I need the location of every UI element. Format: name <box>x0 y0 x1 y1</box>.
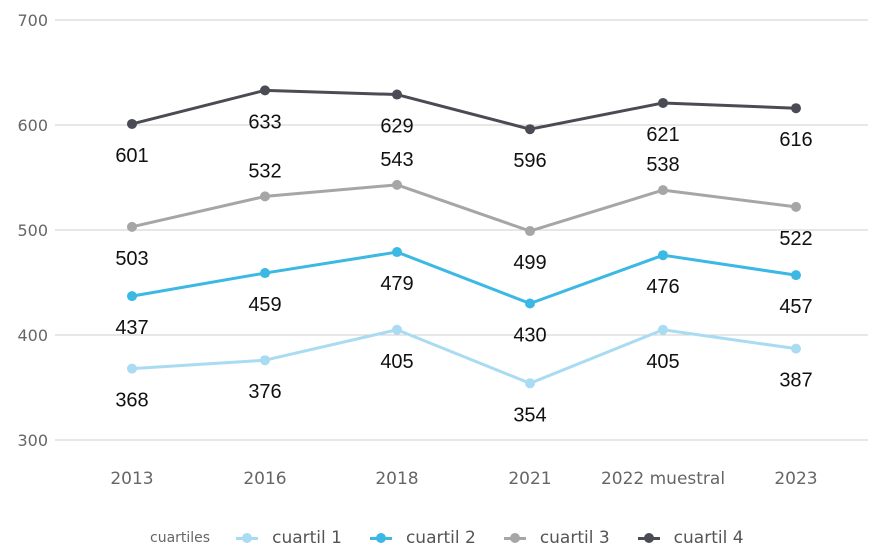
legend: cuartiles cuartil 1 cuartil 2 cuartil 3 cua… <box>150 528 772 548</box>
data-point-cuartil-4-0 <box>127 118 137 129</box>
data-point-cuartil-3-1 <box>260 191 270 202</box>
data-label-cuartil-4-2: 629 <box>380 116 413 138</box>
y-tick-label-500: 500 <box>17 221 48 240</box>
x-tick-label-0: 2013 <box>110 469 153 489</box>
legend-label: cuartil 1 <box>272 528 342 548</box>
data-label-cuartil-3-1: 532 <box>248 160 281 182</box>
data-label-cuartil-4-0: 601 <box>115 145 148 167</box>
data-point-cuartil-2-1 <box>260 268 270 279</box>
data-label-cuartil-2-4: 476 <box>646 276 679 298</box>
data-point-cuartil-2-4 <box>658 250 668 261</box>
data-label-cuartil-1-0: 368 <box>115 390 148 412</box>
data-point-cuartil-1-4 <box>658 324 668 335</box>
data-point-cuartil-1-0 <box>127 363 137 374</box>
data-point-cuartil-2-3 <box>525 298 535 309</box>
data-label-cuartil-4-4: 621 <box>646 124 679 146</box>
series-line-cuartil-1 <box>131 328 797 385</box>
data-label-cuartil-3-2: 543 <box>380 149 413 171</box>
legend-item-cuartil-1: cuartil 1 <box>236 528 342 548</box>
legend-marker-icon <box>236 532 259 544</box>
legend-item-cuartil-3: cuartil 3 <box>503 528 610 548</box>
data-point-cuartil-1-1 <box>260 355 270 366</box>
data-label-cuartil-3-0: 503 <box>115 248 148 270</box>
y-tick-label-300: 300 <box>17 431 48 450</box>
y-tick-label-700: 700 <box>17 11 48 30</box>
series-line-cuartil-4 <box>131 88 797 131</box>
legend-marker-icon <box>369 532 392 544</box>
data-point-cuartil-4-3 <box>525 124 535 135</box>
data-label-cuartil-2-3: 430 <box>513 325 546 347</box>
data-label-cuartil-3-4: 538 <box>646 154 679 176</box>
data-label-cuartil-1-4: 405 <box>646 351 679 373</box>
data-point-cuartil-3-2 <box>392 179 402 190</box>
data-point-cuartil-3-0 <box>127 221 137 232</box>
data-point-cuartil-3-4 <box>658 185 668 196</box>
data-label-cuartil-4-3: 596 <box>513 150 546 172</box>
series-line-cuartil-2 <box>131 250 797 305</box>
data-label-cuartil-4-5: 616 <box>779 129 812 151</box>
data-point-cuartil-2-5 <box>791 270 801 281</box>
data-label-cuartil-2-5: 457 <box>779 296 812 318</box>
data-point-cuartil-1-3 <box>525 378 535 389</box>
y-tick-label-400: 400 <box>17 326 48 345</box>
data-point-cuartil-3-3 <box>525 226 535 237</box>
x-tick-label-1: 2016 <box>243 469 286 489</box>
data-point-cuartil-4-5 <box>791 103 801 114</box>
data-point-cuartil-2-0 <box>127 291 137 302</box>
x-tick-label-2: 2018 <box>375 469 418 489</box>
y-tick-label-600: 600 <box>17 116 48 135</box>
data-label-cuartil-1-5: 387 <box>779 370 812 392</box>
data-label-cuartil-1-3: 354 <box>513 404 546 426</box>
data-label-cuartil-2-1: 459 <box>248 294 281 316</box>
x-tick-label-4: 2022 muestral <box>601 469 725 489</box>
data-point-cuartil-4-4 <box>658 97 668 108</box>
data-label-cuartil-2-2: 479 <box>380 273 413 295</box>
legend-label: cuartil 2 <box>405 528 476 548</box>
legend-item-cuartil-4: cuartil 4 <box>637 528 744 548</box>
legend-item-cuartil-2: cuartil 2 <box>369 528 476 548</box>
data-point-cuartil-4-2 <box>392 89 402 100</box>
data-point-cuartil-3-5 <box>791 201 801 212</box>
legend-marker-icon <box>637 532 660 544</box>
data-label-cuartil-3-3: 499 <box>513 252 546 274</box>
series-line-cuartil-3 <box>131 183 797 233</box>
data-point-cuartil-2-2 <box>392 247 402 258</box>
x-tick-label-5: 2023 <box>774 469 817 489</box>
legend-title: cuartiles <box>150 530 211 546</box>
data-point-cuartil-4-1 <box>260 85 270 96</box>
data-point-cuartil-1-2 <box>392 324 402 335</box>
data-label-cuartil-1-1: 376 <box>248 381 281 403</box>
data-label-cuartil-4-1: 633 <box>248 111 281 133</box>
data-label-cuartil-3-5: 522 <box>779 228 812 250</box>
legend-label: cuartil 4 <box>673 528 744 548</box>
data-label-cuartil-2-0: 437 <box>115 317 148 339</box>
x-tick-label-3: 2021 <box>508 469 551 489</box>
legend-label: cuartil 3 <box>539 528 610 548</box>
legend-marker-icon <box>503 532 526 544</box>
data-point-cuartil-1-5 <box>791 343 801 354</box>
data-label-cuartil-1-2: 405 <box>380 351 413 373</box>
